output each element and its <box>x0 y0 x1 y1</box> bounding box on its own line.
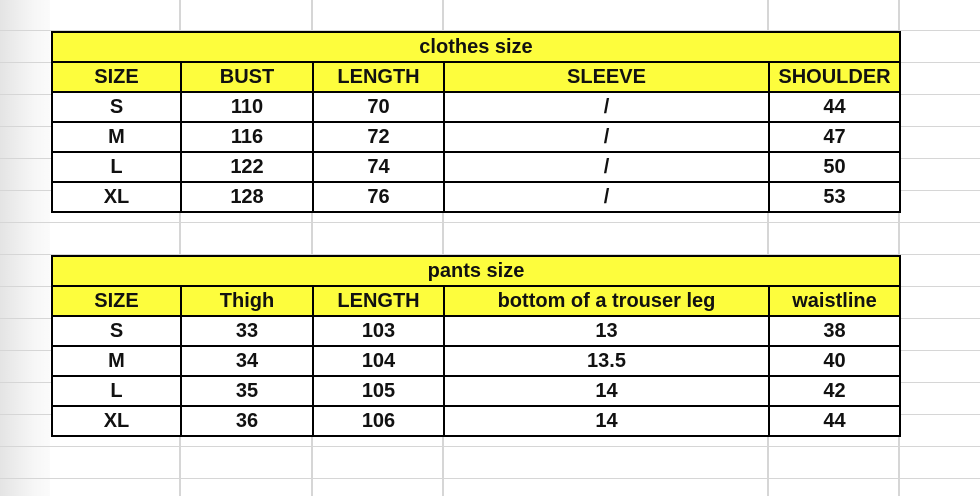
data-cell[interactable]: 33 <box>180 315 314 347</box>
data-cell[interactable]: 50 <box>768 151 901 183</box>
data-cell[interactable]: 116 <box>180 121 314 153</box>
data-cell[interactable]: 53 <box>768 181 901 213</box>
header-cell[interactable]: SIZE <box>51 61 182 93</box>
data-cell[interactable]: 14 <box>443 405 770 437</box>
data-cell[interactable]: 104 <box>312 345 445 377</box>
table-row: XL 128 76/53 <box>51 181 901 213</box>
table-row: M 116 72/47 <box>51 121 901 153</box>
data-cell[interactable]: 44 <box>768 91 901 123</box>
data-cell[interactable]: L <box>51 151 182 183</box>
table-row: L 122 74/50 <box>51 151 901 183</box>
data-cell[interactable]: 13.5 <box>443 345 770 377</box>
pants-size-table: pants size SIZE Thigh LENGTH bottom of a tr… <box>51 255 901 437</box>
data-cell[interactable]: 40 <box>768 345 901 377</box>
data-cell[interactable]: XL <box>51 405 182 437</box>
header-cell[interactable]: SLEEVE <box>443 61 770 93</box>
data-cell[interactable]: 42 <box>768 375 901 407</box>
clothes-size-table: clothes size SIZE BUST LENGTH SLEEVE SHOULDE… <box>51 31 901 213</box>
header-cell[interactable]: SIZE <box>51 285 182 317</box>
data-cell[interactable]: 44 <box>768 405 901 437</box>
header-cell[interactable]: Thigh <box>180 285 314 317</box>
data-cell[interactable]: 74 <box>312 151 445 183</box>
table-row: L 35 105 14 42 <box>51 375 901 407</box>
data-cell[interactable]: 110 <box>180 91 314 123</box>
data-cell[interactable]: / <box>443 91 770 123</box>
data-cell[interactable]: S <box>51 315 182 347</box>
gridline <box>898 0 900 496</box>
header-cell[interactable]: SHOULDER <box>768 61 901 93</box>
pants-title-cell[interactable]: pants size <box>51 255 901 287</box>
gridline <box>179 0 181 496</box>
data-cell[interactable]: 70 <box>312 91 445 123</box>
gridline <box>442 0 444 496</box>
header-cell[interactable]: BUST <box>180 61 314 93</box>
data-cell[interactable]: 13 <box>443 315 770 347</box>
header-cell[interactable]: bottom of a trouser leg <box>443 285 770 317</box>
clothes-header-row: SIZE BUST LENGTH SLEEVE SHOULDER <box>51 61 901 93</box>
table-row: M 34 104 13.5 40 <box>51 345 901 377</box>
data-cell[interactable]: M <box>51 345 182 377</box>
table-row: S 110 70/44 <box>51 91 901 123</box>
data-cell[interactable]: 34 <box>180 345 314 377</box>
data-cell[interactable]: 35 <box>180 375 314 407</box>
data-cell[interactable]: 47 <box>768 121 901 153</box>
data-cell[interactable]: 76 <box>312 181 445 213</box>
header-cell[interactable]: LENGTH <box>312 285 445 317</box>
header-cell[interactable]: LENGTH <box>312 61 445 93</box>
pants-header-row: SIZE Thigh LENGTH bottom of a trouser leg wa… <box>51 285 901 317</box>
data-cell[interactable]: 72 <box>312 121 445 153</box>
data-cell[interactable]: XL <box>51 181 182 213</box>
data-cell[interactable]: L <box>51 375 182 407</box>
data-cell[interactable]: 106 <box>312 405 445 437</box>
data-cell[interactable]: / <box>443 121 770 153</box>
data-cell[interactable]: / <box>443 151 770 183</box>
data-cell[interactable]: 128 <box>180 181 314 213</box>
data-cell[interactable]: 103 <box>312 315 445 347</box>
data-cell[interactable]: / <box>443 181 770 213</box>
data-cell[interactable]: S <box>51 91 182 123</box>
data-cell[interactable]: 14 <box>443 375 770 407</box>
table-row: S 33 103 13 38 <box>51 315 901 347</box>
data-cell[interactable]: 105 <box>312 375 445 407</box>
data-cell[interactable]: 122 <box>180 151 314 183</box>
clothes-title-cell[interactable]: clothes size <box>51 31 901 63</box>
table-row: XL 36 106 14 44 <box>51 405 901 437</box>
data-cell[interactable]: 36 <box>180 405 314 437</box>
gridline <box>767 0 769 496</box>
header-cell[interactable]: waistline <box>768 285 901 317</box>
data-cell[interactable]: M <box>51 121 182 153</box>
data-cell[interactable]: 38 <box>768 315 901 347</box>
gridline <box>311 0 313 496</box>
